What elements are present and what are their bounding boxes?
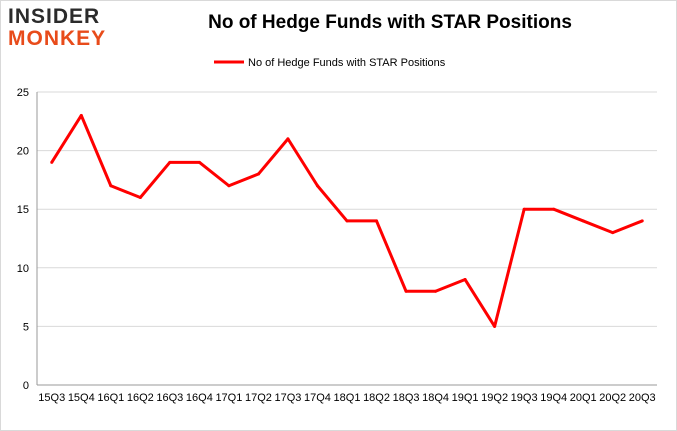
data-point bbox=[109, 184, 113, 188]
data-point bbox=[375, 219, 379, 223]
data-point bbox=[404, 289, 408, 293]
logo-line-1: INSIDER bbox=[8, 5, 101, 28]
x-tick-label: 19Q2 bbox=[481, 392, 508, 404]
y-axis-ticks: 0 5 10 15 20 25 bbox=[17, 87, 29, 392]
data-point bbox=[640, 219, 644, 223]
x-tick-label: 19Q1 bbox=[452, 392, 479, 404]
series-group bbox=[50, 113, 644, 328]
axes bbox=[36, 92, 657, 386]
x-tick-label: 18Q4 bbox=[422, 392, 449, 404]
x-tick-label: 16Q3 bbox=[156, 392, 183, 404]
y-tick-label: 15 bbox=[17, 204, 29, 216]
x-tick-label: 19Q4 bbox=[540, 392, 567, 404]
x-tick-label: 16Q4 bbox=[186, 392, 213, 404]
y-tick-label: 0 bbox=[23, 380, 29, 392]
data-point bbox=[581, 219, 585, 223]
x-tick-label: 17Q3 bbox=[274, 392, 301, 404]
data-point bbox=[463, 278, 467, 282]
x-tick-label: 18Q3 bbox=[393, 392, 420, 404]
insider-monkey-logo: INSIDER MONKEY bbox=[8, 6, 124, 52]
x-tick-label: 15Q4 bbox=[68, 392, 95, 404]
x-tick-label: 18Q1 bbox=[334, 392, 361, 404]
x-tick-label: 20Q3 bbox=[629, 392, 656, 404]
x-tick-label: 15Q3 bbox=[38, 392, 65, 404]
data-point bbox=[227, 184, 231, 188]
x-tick-label: 19Q3 bbox=[511, 392, 538, 404]
x-tick-label: 17Q4 bbox=[304, 392, 331, 404]
logo-line-2: MONKEY bbox=[8, 27, 107, 50]
x-axis-ticks: 15Q3 15Q4 16Q1 16Q2 16Q3 16Q4 17Q1 17Q2 17Q3 17Q4… bbox=[38, 392, 655, 404]
legend-label: No of Hedge Funds with STAR Positions bbox=[248, 57, 446, 69]
x-tick-label: 17Q1 bbox=[215, 392, 242, 404]
data-point bbox=[256, 172, 260, 176]
data-point bbox=[611, 231, 615, 235]
data-point bbox=[434, 289, 438, 293]
y-tick-label: 25 bbox=[17, 87, 29, 99]
x-tick-label: 17Q2 bbox=[245, 392, 272, 404]
data-point bbox=[345, 219, 349, 223]
x-tick-label: 16Q2 bbox=[127, 392, 154, 404]
y-tick-label: 10 bbox=[17, 263, 29, 275]
x-tick-label: 16Q1 bbox=[97, 392, 124, 404]
data-point bbox=[138, 195, 142, 199]
x-tick-label: 18Q2 bbox=[363, 392, 390, 404]
data-point bbox=[522, 207, 526, 211]
data-point bbox=[493, 324, 497, 328]
chart-title: No of Hedge Funds with STAR Positions bbox=[208, 12, 572, 33]
data-point bbox=[79, 113, 83, 117]
data-point bbox=[315, 184, 319, 188]
data-point bbox=[168, 160, 172, 164]
x-tick-label: 20Q2 bbox=[599, 392, 626, 404]
grid-lines bbox=[37, 91, 657, 327]
data-point bbox=[552, 207, 556, 211]
data-point bbox=[197, 160, 201, 164]
data-point bbox=[50, 160, 54, 164]
legend: No of Hedge Funds with STAR Positions bbox=[214, 57, 446, 69]
y-tick-label: 5 bbox=[23, 321, 29, 333]
x-tick-label: 20Q1 bbox=[570, 392, 597, 404]
data-point bbox=[286, 137, 290, 141]
y-tick-label: 20 bbox=[17, 146, 29, 158]
